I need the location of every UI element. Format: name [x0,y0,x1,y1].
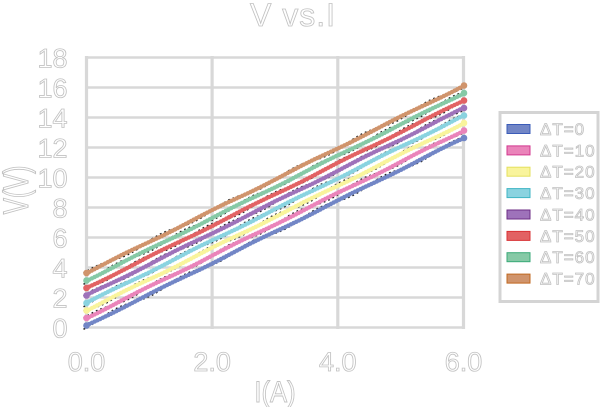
svg-text:4: 4 [52,254,67,284]
svg-text:18: 18 [37,44,67,74]
svg-text:10: 10 [37,164,67,194]
svg-text:ΔT=30: ΔT=30 [540,184,596,203]
svg-text:0.0: 0.0 [68,347,106,377]
svg-text:6: 6 [52,224,67,254]
svg-text:8: 8 [52,194,67,224]
svg-text:ΔT=10: ΔT=10 [540,141,596,160]
svg-text:ΔT=40: ΔT=40 [540,206,596,225]
svg-text:V(V): V(V) [0,166,36,215]
svg-text:4.0: 4.0 [319,347,357,377]
svg-text:2: 2 [52,284,67,314]
svg-text:ΔT=70: ΔT=70 [540,270,596,289]
svg-text:12: 12 [37,134,67,164]
svg-text:16: 16 [37,74,67,104]
svg-text:0: 0 [52,314,67,344]
svg-text:I(A): I(A) [254,375,295,407]
svg-text:14: 14 [37,104,67,134]
svg-text:6.0: 6.0 [445,347,483,377]
svg-text:ΔT=60: ΔT=60 [540,248,596,267]
svg-text:V vs.I: V vs.I [250,0,336,33]
svg-text:ΔT=20: ΔT=20 [540,163,596,182]
svg-text:2.0: 2.0 [193,347,231,377]
svg-text:ΔT=50: ΔT=50 [540,227,596,246]
svg-text:ΔT=0: ΔT=0 [540,120,585,139]
